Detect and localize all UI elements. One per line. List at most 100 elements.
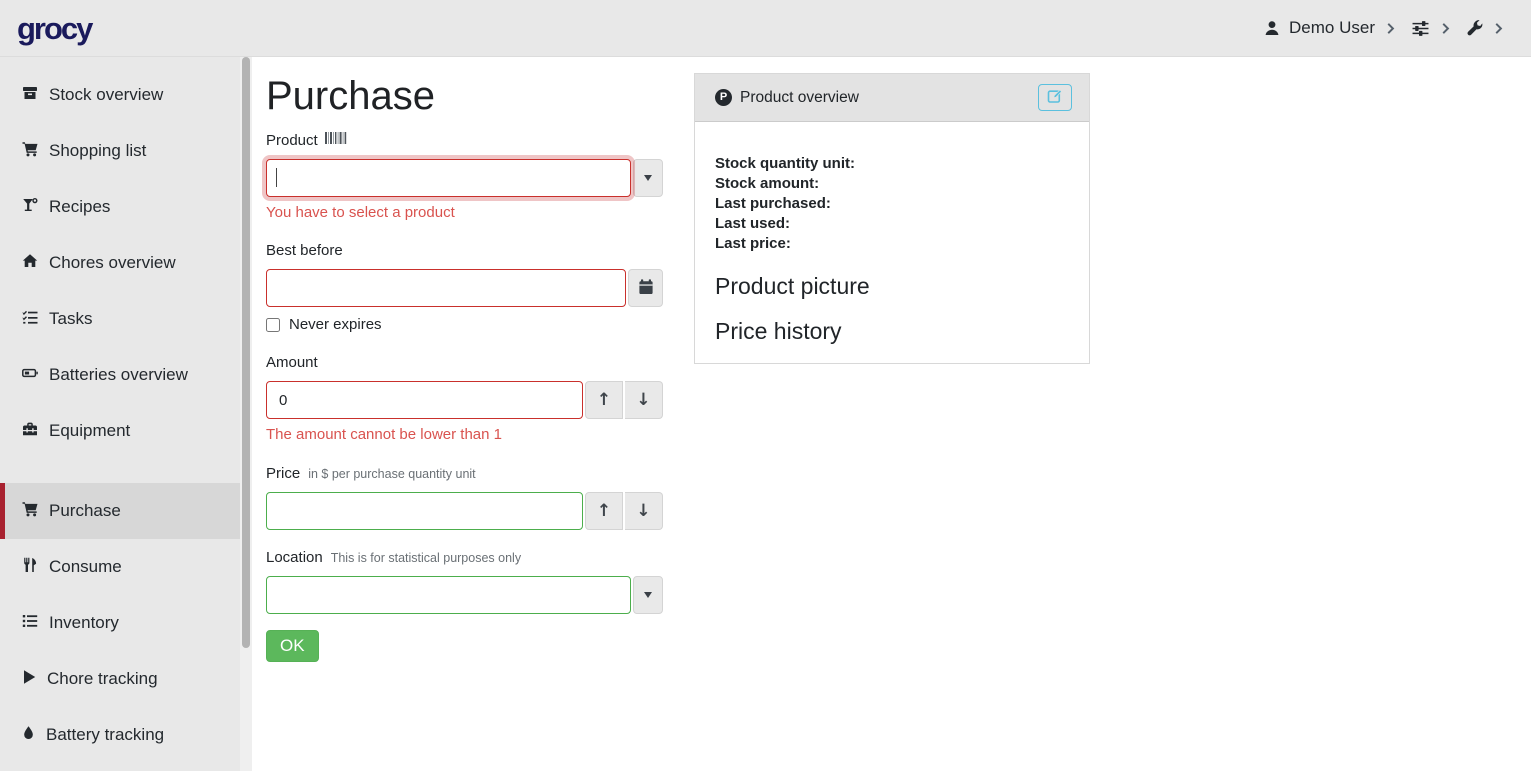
never-expires-checkbox[interactable] [266,317,280,332]
location-hint: This is for statistical purposes only [330,550,522,565]
admin-menu[interactable] [1466,19,1505,37]
droplet-icon [21,725,36,746]
last-price-field: Last price: [715,235,791,252]
price-group: Price in $ per purchase quantity unit ↑ … [266,465,663,530]
price-input[interactable] [266,492,583,530]
location-group: Location This is for statistical purpose… [266,549,663,614]
purchase-form: Purchase Product [266,72,663,662]
price-hint: in $ per purchase quantity unit [308,466,476,481]
sidebar-item-label: Chore tracking [47,669,158,688]
amount-group: Amount ↑ ↓ The amount cannot be lower th… [266,354,663,443]
price-history-heading: Price history [715,318,842,344]
sidebar-item-chores-overview[interactable]: Chores overview [0,235,252,291]
sidebar-item-inventory[interactable]: Inventory [0,595,252,651]
sidebar-item-label: Chores overview [49,253,176,272]
ok-button[interactable]: OK [266,630,319,662]
stock-amount-field: Stock amount: [715,175,820,192]
sidebar-item-recipes[interactable]: Recipes [0,179,252,235]
chevron-right-icon [1492,22,1505,35]
sidebar-scrollbar-track [240,57,252,771]
chevron-down-icon [644,592,652,598]
sidebar-item-battery-tracking[interactable]: Battery tracking [0,707,252,763]
location-input[interactable] [266,576,631,614]
location-dropdown-button[interactable] [633,576,663,614]
barcode-icon [324,131,349,149]
chevron-right-icon [1384,22,1397,35]
amount-increment-button[interactable]: ↑ [585,381,623,419]
user-icon [1264,20,1280,36]
product-group: Product You have to select a product [266,131,663,221]
sidebar-item-batteries-overview[interactable]: Batteries overview [0,347,252,403]
last-used-field: Last used: [715,215,791,232]
best-before-input[interactable] [266,269,626,307]
main-content: Purchase Product [252,57,1531,771]
product-dropdown-button[interactable] [633,159,663,197]
edit-icon [1047,88,1063,107]
sidebar-item-label: Shopping list [49,141,147,160]
product-label: Product [266,131,318,149]
amount-input[interactable] [266,381,583,419]
app-logo[interactable]: grocy [17,10,93,46]
user-name: Demo User [1289,18,1375,37]
play-icon [21,669,37,690]
product-picture-heading: Product picture [715,273,870,299]
battery-icon [21,365,39,386]
best-before-label: Best before [266,242,343,259]
sidebar-item-label: Consume [49,557,122,576]
calendar-button[interactable] [628,269,663,307]
tasks-icon [21,309,39,330]
product-overview-header: P Product overview [695,74,1089,122]
text-cursor [276,168,277,187]
sidebar-scrollbar-thumb[interactable] [242,57,250,648]
sidebar-item-label: Equipment [49,421,131,440]
chevron-right-icon [1439,22,1452,35]
boxes-icon [21,85,39,106]
chevron-down-icon [644,175,652,181]
utensils-icon [21,557,39,578]
top-header: grocy Demo User [0,0,1531,57]
amount-label: Amount [266,354,318,371]
never-expires-label: Never expires [289,316,382,333]
arrow-up-icon: ↑ [596,500,612,521]
sliders-icon [1411,20,1430,37]
amount-decrement-button[interactable]: ↓ [625,381,663,419]
edit-product-button[interactable] [1038,84,1072,111]
stock-quantity-unit-field: Stock quantity unit: [715,155,855,172]
product-input[interactable] [266,159,631,197]
sidebar-item-purchase[interactable]: Purchase [0,483,252,539]
sidebar-item-label: Tasks [49,309,93,328]
sidebar-item-label: Batteries overview [49,365,188,384]
sidebar-item-stock-overview[interactable]: Stock overview [0,67,252,123]
best-before-group: Best before Never expires [266,242,663,333]
location-label: Location [266,549,323,566]
amount-error: The amount cannot be lower than 1 [266,426,502,443]
page-title: Purchase [266,74,435,118]
product-error: You have to select a product [266,204,455,221]
sidebar-item-chore-tracking[interactable]: Chore tracking [0,651,252,707]
settings-menu[interactable] [1411,20,1452,37]
sidebar-item-label: Inventory [49,613,119,632]
list-icon [21,613,39,634]
sidebar-item-consume[interactable]: Consume [0,539,252,595]
toolbox-icon [21,421,39,442]
cocktail-icon [21,197,39,218]
header-nav: Demo User [1264,18,1505,38]
sidebar-item-equipment[interactable]: Equipment [0,403,252,459]
price-increment-button[interactable]: ↑ [585,492,623,530]
product-overview-title: Product overview [740,88,859,106]
sidebar-item-label: Battery tracking [46,725,165,744]
user-menu[interactable]: Demo User [1264,18,1397,38]
calendar-icon [638,278,654,298]
price-decrement-button[interactable]: ↓ [625,492,663,530]
shopping-cart-icon [21,501,39,522]
product-circle-icon: P [715,89,732,106]
last-purchased-field: Last purchased: [715,195,831,212]
home-icon [21,253,39,274]
shopping-cart-icon [21,141,39,162]
sidebar-item-label: Recipes [49,197,111,216]
sidebar-item-label: Purchase [49,501,121,520]
arrow-down-icon: ↓ [636,500,651,521]
price-label: Price [266,465,301,482]
sidebar-item-tasks[interactable]: Tasks [0,291,252,347]
sidebar-item-shopping-list[interactable]: Shopping list [0,123,252,179]
